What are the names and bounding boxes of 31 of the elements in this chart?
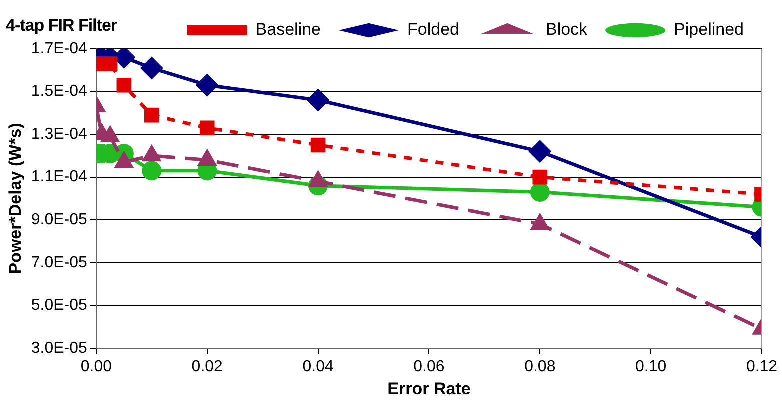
y-tick-label: 9.0E-05 — [31, 211, 88, 228]
legend-label: Folded — [408, 20, 460, 40]
legend-label: Pipelined — [674, 20, 744, 40]
x-tick-label: 0.08 — [524, 358, 556, 376]
y-axis-title: Power*Delay (W*s) — [6, 123, 25, 274]
y-tick-label: 5.0E-05 — [31, 297, 88, 314]
x-tick-label: 0.02 — [192, 358, 224, 376]
y-tick-label: 1.1E-04 — [31, 168, 88, 186]
point — [144, 108, 160, 123]
point — [310, 138, 326, 153]
x-tick-label: 0.04 — [302, 358, 334, 376]
x-axis-title: Error Rate — [388, 379, 471, 398]
point — [141, 57, 163, 79]
x-tick-label: 0.12 — [746, 358, 778, 376]
point — [308, 90, 330, 112]
point — [116, 78, 132, 93]
point — [142, 161, 162, 181]
y-tick-label: 3.0E-05 — [31, 340, 88, 357]
point — [196, 74, 218, 96]
point — [102, 56, 118, 72]
legend-label: Block — [546, 20, 588, 40]
y-tick-label: 7.0E-05 — [31, 254, 88, 272]
x-tick-label: 0.00 — [80, 358, 112, 376]
y-tick-label: 1.3E-04 — [31, 126, 88, 143]
legend-label: Baseline — [256, 20, 322, 40]
point — [200, 120, 215, 136]
x-tick-label: 0.10 — [636, 358, 667, 376]
x-tick-label: 0.06 — [414, 358, 445, 376]
y-tick-label: 1.7E-04 — [31, 40, 88, 58]
y-tick-label: 1.5E-04 — [31, 83, 88, 100]
chart-title: 4-tap FIR Filter — [6, 16, 118, 36]
